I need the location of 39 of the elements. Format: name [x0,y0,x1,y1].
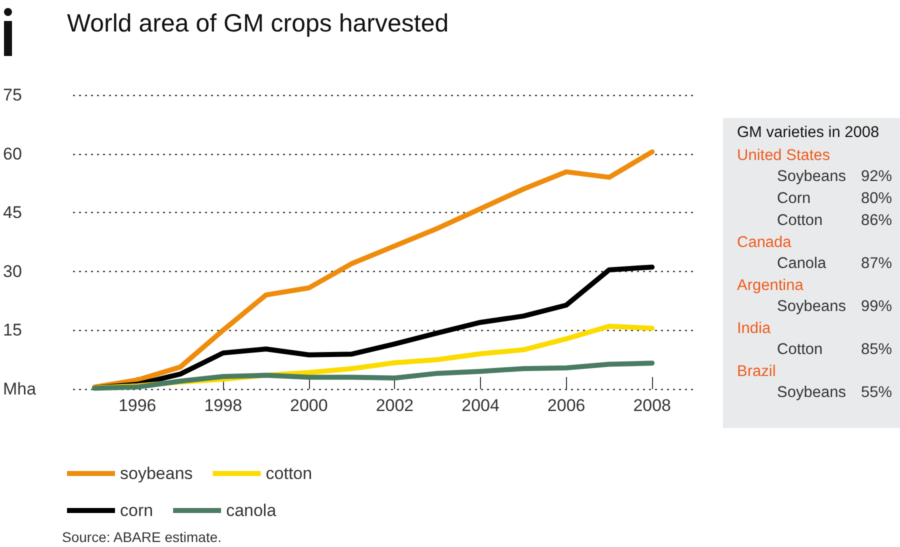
text: GM varieties in 2008 [737,124,880,142]
source-note: Source: ABARE estimate. [62,529,222,545]
category-label: United States [737,146,832,166]
y-tick-label: 75 [3,86,22,104]
text: Soybeans [777,168,846,185]
x-tick-label: 2006 [547,396,586,415]
category-label: India [737,319,772,339]
y-tick-label: 60 [3,144,22,164]
x-tick-label: 2000 [290,396,328,415]
text: Soybeans [777,384,846,401]
x-tick-label: 2002 [376,396,414,415]
text: 99% [860,298,892,315]
y-tick-label: 15 [3,320,22,340]
legend-label: cotton [266,464,312,483]
text: 87% [860,255,892,272]
text: 80% [860,190,892,207]
text: 55% [860,384,892,401]
category-label: Argentina [737,276,804,296]
text: 85% [860,341,892,358]
x-tick-label: 1996 [118,396,156,415]
text: 86% [860,212,892,229]
y-tick-label: 30 [3,262,22,281]
category-label: Canada [737,233,792,253]
legend-label: corn [120,501,154,520]
text: Cotton [777,212,823,229]
y-tick-label: Mha [3,380,37,398]
text: Soybeans [777,298,846,315]
text: Cotton [777,341,823,358]
category-label: Brazil [737,362,777,382]
legend-label: soybeans [120,464,193,483]
x-tick-label: 2008 [633,396,672,415]
chart-title: World area of GM crops harvested [67,10,449,38]
text: Corn [777,190,811,207]
text: Canola [777,255,826,272]
x-tick-label: 1998 [204,396,242,415]
y-tick-label: 45 [3,203,22,222]
x-tick-label: 2004 [462,396,500,415]
legend-label: canola [226,501,277,520]
text: 92% [860,168,892,185]
